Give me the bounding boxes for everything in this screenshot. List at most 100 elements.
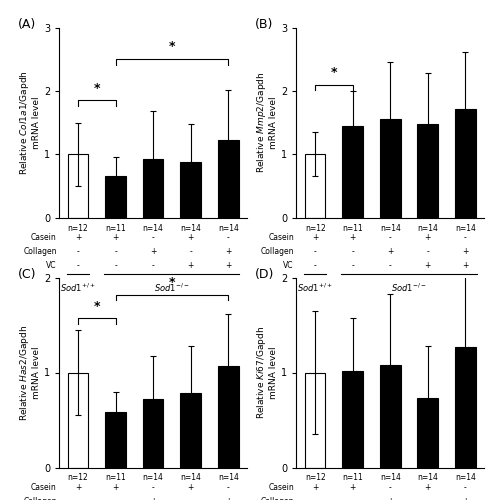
Text: -: - (389, 233, 392, 242)
Bar (417, 124, 438, 218)
Y-axis label: Relative $\it{Col1a1}$/Gapdh
mRNA level: Relative $\it{Col1a1}$/Gapdh mRNA level (18, 70, 41, 175)
Text: Casein: Casein (268, 233, 294, 242)
Text: (C): (C) (18, 268, 37, 281)
Text: n=12: n=12 (305, 474, 326, 482)
Text: (D): (D) (255, 268, 275, 281)
Text: Collagen: Collagen (23, 247, 57, 256)
Text: *: * (93, 300, 100, 312)
Text: -: - (152, 233, 155, 242)
Text: +: + (387, 247, 393, 256)
Text: n=14: n=14 (143, 474, 164, 482)
Text: *: * (168, 40, 175, 54)
Text: -: - (77, 247, 80, 256)
Text: n=14: n=14 (455, 224, 476, 232)
Bar (105, 412, 126, 468)
Bar (218, 140, 239, 218)
Text: *: * (330, 66, 337, 79)
Text: +: + (312, 233, 318, 242)
Text: n=14: n=14 (380, 474, 401, 482)
Bar (380, 120, 401, 218)
Bar (455, 347, 476, 468)
Text: +: + (113, 483, 119, 492)
Text: -: - (389, 261, 392, 270)
Text: +: + (462, 497, 468, 500)
Text: Casein: Casein (31, 233, 57, 242)
Y-axis label: Relative $\it{Mmp2}$/Gapdh
mRNA level: Relative $\it{Mmp2}$/Gapdh mRNA level (255, 72, 278, 173)
Text: n=14: n=14 (180, 474, 201, 482)
Text: +: + (312, 483, 318, 492)
Text: $\it{Sod1}$$^{+/+}$: $\it{Sod1}$$^{+/+}$ (60, 282, 96, 294)
Text: $\it{Sod1}$$^{-/-}$: $\it{Sod1}$$^{-/-}$ (391, 282, 427, 294)
Text: +: + (350, 483, 356, 492)
Bar (143, 158, 164, 218)
Y-axis label: Relative $\it{Has2}$/Gapdh
mRNA level: Relative $\it{Has2}$/Gapdh mRNA level (18, 324, 41, 420)
Text: VC: VC (46, 261, 57, 270)
Text: -: - (464, 483, 467, 492)
Text: -: - (77, 261, 80, 270)
Bar (305, 372, 326, 468)
Text: -: - (114, 497, 117, 500)
Text: n=11: n=11 (105, 224, 126, 232)
Text: +: + (150, 247, 156, 256)
Text: (A): (A) (18, 18, 36, 31)
Text: -: - (227, 483, 230, 492)
Text: -: - (314, 247, 317, 256)
Text: +: + (425, 483, 431, 492)
Text: n=14: n=14 (143, 224, 164, 232)
Text: n=14: n=14 (417, 224, 438, 232)
Text: -: - (77, 497, 80, 500)
Bar (218, 366, 239, 468)
Text: Collagen: Collagen (260, 497, 294, 500)
Text: -: - (314, 261, 317, 270)
Text: *: * (93, 82, 100, 94)
Text: $\it{Sod1}$$^{+/+}$: $\it{Sod1}$$^{+/+}$ (297, 282, 333, 294)
Bar (180, 394, 201, 468)
Bar (417, 398, 438, 468)
Text: n=14: n=14 (218, 224, 239, 232)
Text: +: + (150, 497, 156, 500)
Text: n=12: n=12 (305, 224, 326, 232)
Text: -: - (227, 233, 230, 242)
Text: +: + (75, 483, 81, 492)
Text: -: - (351, 247, 354, 256)
Text: +: + (425, 233, 431, 242)
Bar (342, 370, 363, 468)
Text: (B): (B) (255, 18, 274, 31)
Text: -: - (189, 497, 192, 500)
Text: n=14: n=14 (455, 474, 476, 482)
Text: Collagen: Collagen (23, 497, 57, 500)
Text: n=11: n=11 (342, 474, 363, 482)
Text: n=12: n=12 (68, 224, 88, 232)
Text: +: + (188, 261, 194, 270)
Text: $\it{Sod1}$$^{-/-}$: $\it{Sod1}$$^{-/-}$ (154, 282, 190, 294)
Text: +: + (350, 233, 356, 242)
Bar (455, 108, 476, 218)
Text: +: + (188, 483, 194, 492)
Text: +: + (113, 233, 119, 242)
Text: +: + (462, 261, 468, 270)
Text: -: - (351, 261, 354, 270)
Text: -: - (152, 261, 155, 270)
Text: -: - (426, 247, 429, 256)
Bar (342, 126, 363, 218)
Text: n=14: n=14 (380, 224, 401, 232)
Text: Collagen: Collagen (260, 247, 294, 256)
Bar (68, 372, 88, 468)
Y-axis label: Relative $\it{Ki67}$/Gapdh
mRNA level: Relative $\it{Ki67}$/Gapdh mRNA level (255, 326, 278, 419)
Text: -: - (152, 483, 155, 492)
Text: -: - (426, 497, 429, 500)
Bar (180, 162, 201, 218)
Text: +: + (75, 233, 81, 242)
Bar (105, 176, 126, 218)
Bar (143, 399, 164, 468)
Text: VC: VC (284, 261, 294, 270)
Text: -: - (114, 261, 117, 270)
Text: n=14: n=14 (218, 474, 239, 482)
Bar (380, 365, 401, 468)
Text: -: - (389, 483, 392, 492)
Text: *: * (168, 276, 175, 289)
Text: Casein: Casein (31, 483, 57, 492)
Text: Casein: Casein (268, 483, 294, 492)
Text: n=11: n=11 (105, 474, 126, 482)
Text: +: + (425, 261, 431, 270)
